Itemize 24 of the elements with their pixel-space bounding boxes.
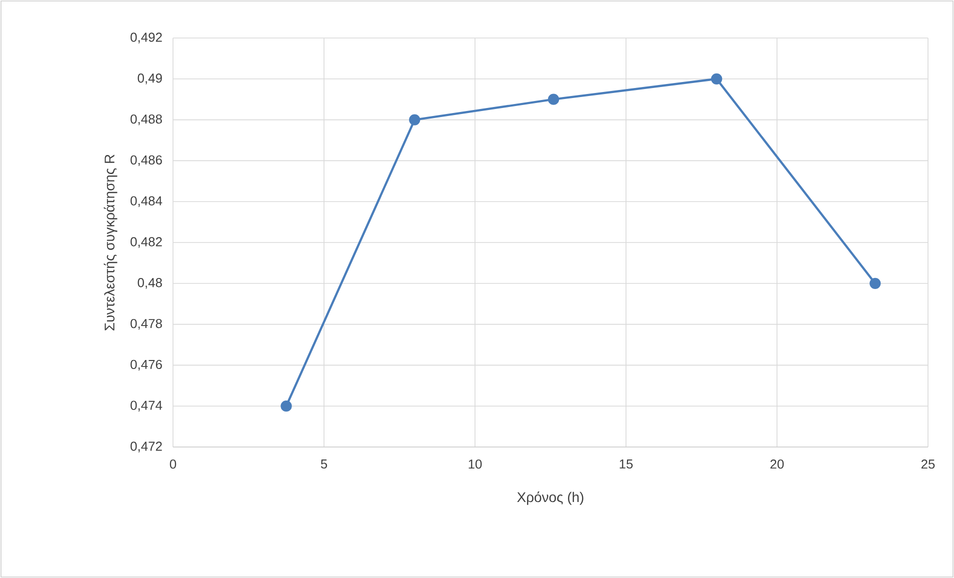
y-tick-label: 0,482	[130, 237, 162, 248]
point	[280, 400, 292, 412]
x-tick-label: 0	[170, 460, 176, 469]
y-axis-title: Συντελεστής συγκράτησης R	[104, 154, 118, 330]
point	[409, 114, 420, 126]
point	[548, 94, 560, 105]
y-tick-label: 0,472	[130, 442, 162, 452]
x-tick-label: 20	[770, 460, 784, 469]
y-tick-label: 0,48	[138, 278, 162, 289]
y-tick-label: 0,492	[130, 32, 162, 44]
x-tick-label: 5	[320, 460, 328, 469]
x-axis-title: Χρόνος (h)	[517, 492, 584, 505]
y-tick-label: 0,488	[130, 114, 162, 126]
y-tick-label: 0,478	[130, 318, 162, 330]
x-tick-label: 10	[468, 460, 482, 469]
point	[870, 278, 881, 289]
y-tick-label: 0,476	[130, 360, 162, 371]
y-tick-label: 0,486	[130, 155, 162, 166]
point	[711, 73, 722, 84]
x-tick-label: 15	[620, 460, 633, 469]
y-tick-label: 0,484	[130, 196, 162, 207]
x-tick-label: 25	[921, 460, 935, 469]
y-tick-label: 0,474	[130, 400, 162, 412]
y-tick-label: 0,49	[138, 74, 162, 84]
